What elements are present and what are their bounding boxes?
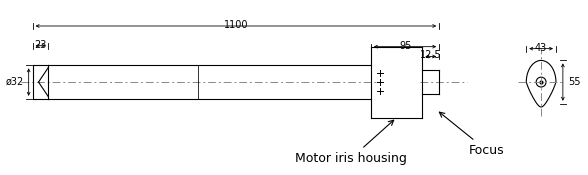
Text: 43: 43 — [535, 43, 547, 52]
Text: 12.5: 12.5 — [420, 50, 442, 60]
Text: 95: 95 — [399, 41, 411, 51]
Text: ø32: ø32 — [5, 77, 24, 87]
Text: 55: 55 — [568, 77, 580, 87]
Text: 1100: 1100 — [223, 20, 248, 30]
Text: Focus: Focus — [439, 112, 505, 157]
Text: 23: 23 — [34, 40, 46, 50]
Text: Motor iris housing: Motor iris housing — [295, 120, 407, 165]
